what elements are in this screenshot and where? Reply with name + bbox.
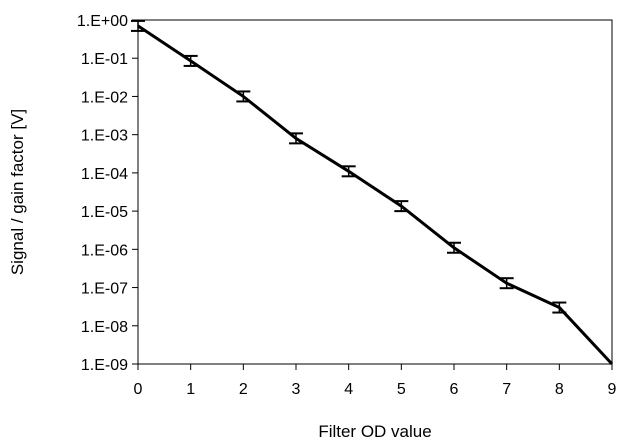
x-tick-label: 7: [502, 381, 511, 398]
y-tick-label: 1.E+00: [77, 13, 128, 30]
y-axis-title: Signal / gain factor [V]: [8, 109, 27, 275]
error-bar: [341, 165, 356, 178]
y-tick-label: 1.E-08: [81, 319, 128, 336]
y-tick-label: 1.E-04: [81, 166, 128, 183]
y-axis-ticks: [132, 19, 138, 365]
x-tick-label: 6: [450, 381, 459, 398]
plot-area-frame: [137, 19, 613, 365]
error-bar: [236, 90, 251, 103]
error-bars: [131, 19, 567, 314]
x-tick-label: 3: [292, 381, 301, 398]
error-bar: [552, 301, 567, 314]
x-tick-label: 8: [555, 381, 564, 398]
x-tick-label: 0: [134, 381, 143, 398]
y-tick-label: 1.E-07: [81, 281, 128, 298]
x-axis-ticks: [137, 364, 613, 370]
y-axis-tick-labels: 1.E+00 1.E-01 1.E-02 1.E-03 1.E-04 1.E-05 1.E-…: [77, 13, 128, 374]
y-tick-label: 1.E-05: [81, 204, 128, 221]
error-bar: [394, 200, 409, 213]
series-line: [137, 24, 614, 366]
x-tick-label: 9: [608, 381, 617, 398]
x-tick-label: 5: [397, 381, 406, 398]
error-bar: [183, 54, 198, 67]
y-tick-label: 1.E-03: [81, 128, 128, 145]
x-tick-label: 4: [344, 381, 353, 398]
error-bar: [447, 241, 461, 254]
error-bar: [499, 277, 514, 290]
y-tick-label: 1.E-01: [81, 51, 128, 68]
y-tick-label: 1.E-06: [81, 242, 128, 259]
y-tick-label: 1.E-09: [81, 357, 128, 374]
x-axis-title: Filter OD value: [318, 422, 431, 441]
y-tick-label: 1.E-02: [81, 89, 128, 106]
error-bar: [289, 132, 303, 145]
x-axis-tick-labels: 0 1 2 3 4 5 6 7 8 9: [134, 381, 617, 398]
x-tick-label: 2: [239, 381, 248, 398]
x-tick-label: 1: [186, 381, 195, 398]
